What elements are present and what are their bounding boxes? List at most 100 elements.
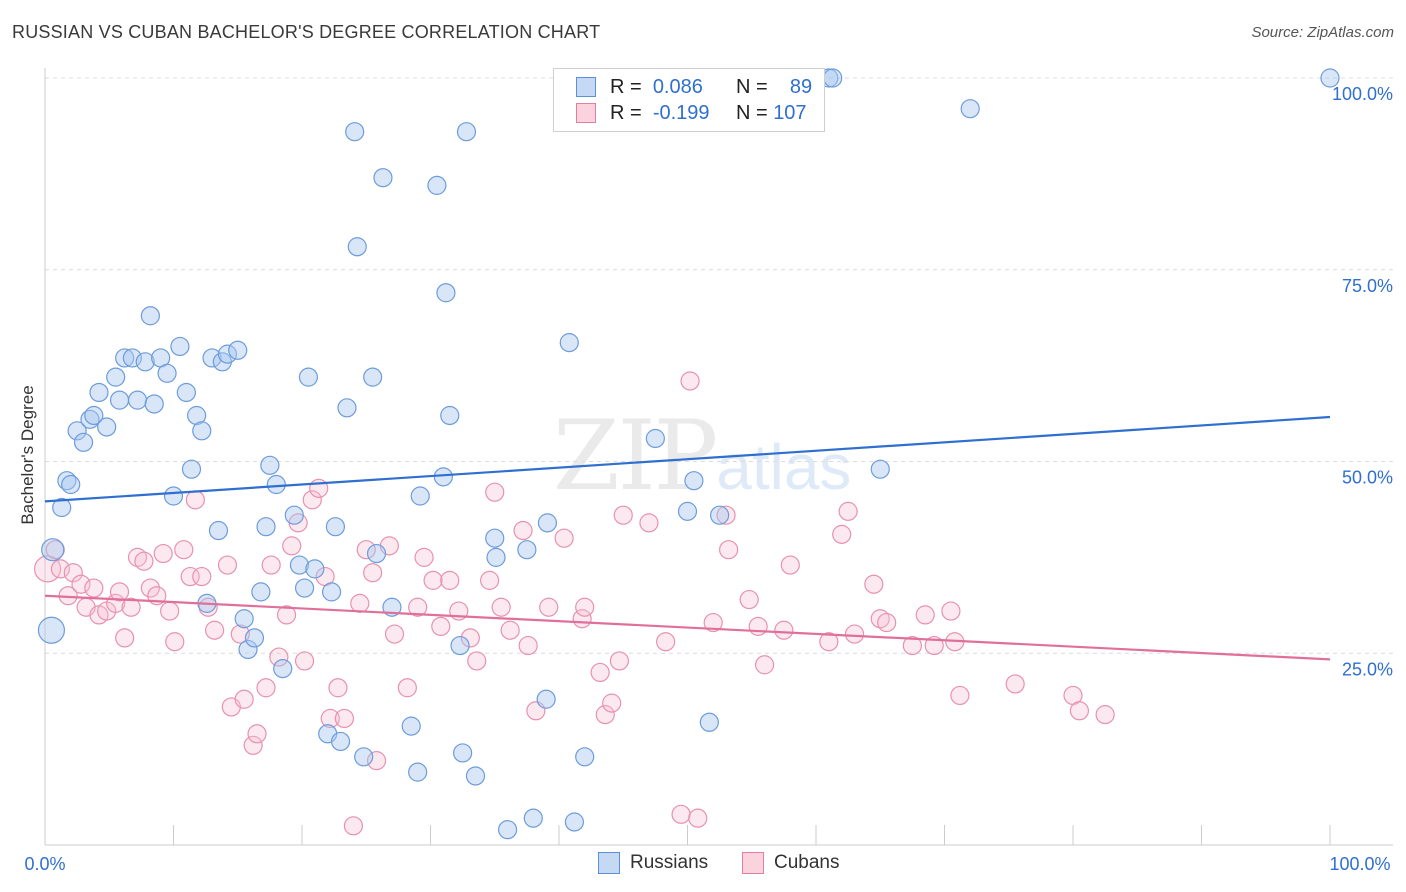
legend-n-value: 89 — [789, 75, 813, 98]
cuban-point — [408, 597, 428, 617]
cuban-point — [134, 551, 154, 571]
legend-r-label: R = — [610, 101, 642, 124]
cuban-point — [688, 808, 708, 828]
cuban-point — [180, 566, 200, 587]
russian-point — [645, 428, 665, 449]
russian-point — [202, 348, 222, 368]
russian-point — [564, 812, 585, 832]
bottom-legend-russians: Russians — [598, 852, 708, 874]
cuban-point — [780, 555, 800, 575]
russian-point — [217, 344, 238, 364]
cuban-point — [500, 620, 520, 640]
russian-point — [363, 367, 383, 387]
cubans-points — [33, 371, 1115, 836]
cuban-point — [838, 501, 858, 521]
cuban-point — [343, 816, 363, 836]
legend-n-label: N = — [735, 101, 768, 124]
legend-swatch-cubans — [576, 103, 596, 123]
cuban-point — [467, 651, 487, 671]
russian-point — [106, 367, 126, 387]
watermark: ZIPatlas — [553, 400, 851, 512]
axes — [44, 68, 1393, 846]
cuban-point — [656, 632, 676, 652]
russian-point — [699, 712, 719, 732]
cuban-point — [423, 570, 443, 590]
cuban-point — [247, 724, 267, 744]
russian-point — [289, 555, 310, 575]
russian-point — [256, 517, 276, 537]
russian-point — [244, 628, 265, 648]
russian-point — [135, 352, 155, 372]
cuban-point — [440, 570, 460, 590]
cuban-point — [774, 620, 794, 640]
cuban-point — [518, 635, 538, 656]
russian-point — [960, 99, 980, 119]
bottom-legend-label-cubans: Cubans — [774, 852, 840, 873]
legend-row-russians: R = 0.086 N = 89 — [576, 74, 812, 100]
legend-row-cubans: R = -0.199 N = 107 — [576, 100, 807, 126]
bottom-legend-swatch-cubans — [742, 852, 764, 874]
russian-point — [97, 417, 117, 437]
cuban-point — [602, 693, 622, 713]
cuban-point — [832, 524, 852, 544]
cuban-point — [269, 647, 289, 667]
russian-point — [251, 582, 271, 602]
legend-r-value: 0.086 — [652, 75, 703, 98]
russian-point — [122, 348, 142, 368]
russian-point — [52, 497, 72, 518]
russian-point — [144, 394, 164, 414]
cuban-point — [261, 555, 281, 575]
russian-point — [433, 467, 453, 487]
cuban-point — [539, 597, 559, 617]
russian-point — [157, 363, 177, 383]
cuban-point — [397, 678, 417, 698]
russian-point — [321, 582, 342, 602]
russian-point — [677, 501, 698, 521]
cuban-point — [1069, 701, 1090, 721]
cuban-point — [680, 371, 700, 391]
cuban-point — [554, 528, 574, 548]
russian-point — [456, 122, 477, 142]
cuban-point — [185, 490, 205, 510]
cuban-point — [716, 505, 736, 525]
russian-point — [559, 333, 579, 353]
cuban-point — [294, 651, 315, 671]
russian-point — [537, 513, 558, 533]
cuban-point — [485, 482, 505, 502]
russian-point — [234, 609, 254, 629]
russian-point — [228, 340, 248, 360]
cuban-point — [877, 612, 897, 633]
russian-point — [127, 390, 148, 410]
russian-point — [80, 409, 100, 429]
cuban-point — [480, 570, 500, 590]
cuban-point — [671, 804, 691, 824]
russian-point — [176, 382, 196, 403]
russian-point — [410, 486, 430, 506]
russian-point — [41, 538, 65, 562]
cuban-point — [121, 597, 141, 617]
cuban-point — [153, 543, 173, 564]
russian-point — [109, 390, 130, 410]
cuban-point — [609, 651, 629, 671]
russian-point — [238, 639, 258, 660]
cuban-point — [328, 678, 348, 698]
watermark-zip: ZIP — [553, 400, 718, 512]
cuban-point — [414, 547, 434, 567]
russian-point — [427, 175, 447, 195]
legend-n-value: 107 — [773, 101, 807, 124]
cuban-point — [941, 601, 961, 621]
cuban-point — [50, 559, 71, 579]
legend-swatch-russians — [576, 77, 596, 97]
russian-point — [61, 474, 81, 495]
russian-point — [575, 747, 595, 767]
cuban-point — [384, 624, 405, 644]
russian-point — [450, 635, 470, 656]
cuban-point — [350, 593, 370, 613]
cuban-point — [902, 635, 922, 656]
cuban-point — [63, 563, 83, 583]
russian-point — [284, 505, 304, 525]
cuban-point — [639, 513, 659, 533]
cuban-point — [613, 505, 633, 525]
y-tick-label: 100.0% — [1332, 84, 1393, 104]
russian-point — [330, 731, 351, 752]
